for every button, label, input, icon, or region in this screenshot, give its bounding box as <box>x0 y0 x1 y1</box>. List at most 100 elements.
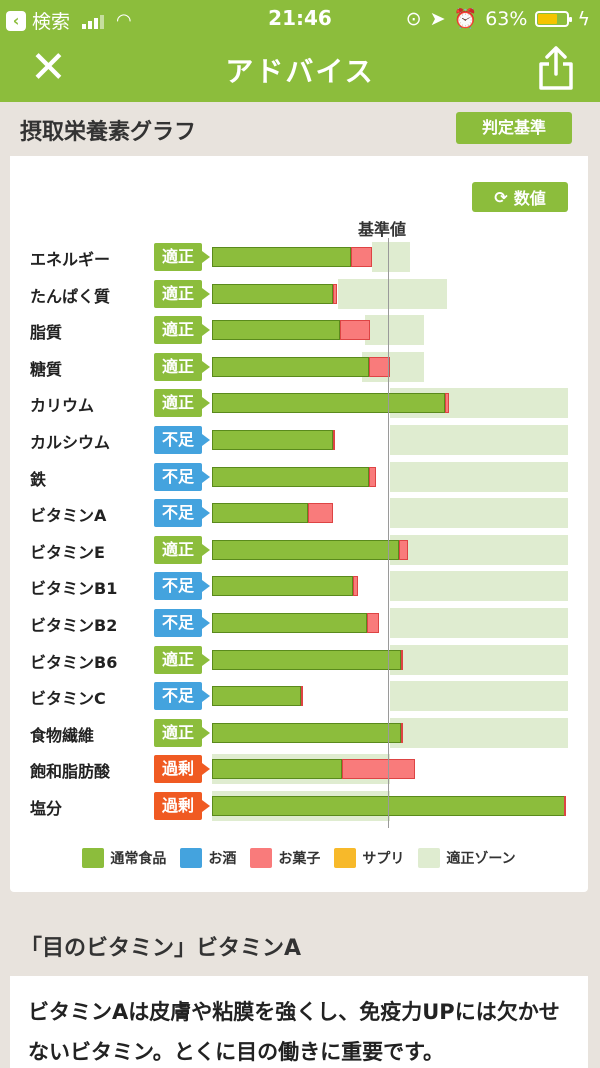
bar-food <box>212 430 334 450</box>
status-badge: 適正 <box>154 389 210 418</box>
status-badge: 過剰 <box>154 792 210 820</box>
chart-row: ビタミンB1 不足 <box>10 569 588 603</box>
legend-item: 通常食品 <box>82 848 166 868</box>
adequate-zone <box>390 425 568 455</box>
alarm-icon: ⏰ <box>453 8 478 30</box>
chart-row: 糖質 適正 <box>10 350 588 384</box>
chart-row: ビタミンE 適正 <box>10 533 588 567</box>
status-badge: 適正 <box>154 718 210 747</box>
legend-item: お酒 <box>180 848 236 868</box>
status-badge: 不足 <box>154 682 210 711</box>
status-badge: 過剰 <box>154 755 210 784</box>
chart-row: カルシウム 不足 <box>10 423 588 457</box>
rotation-lock-icon: ⊙ <box>405 7 422 30</box>
bar-food <box>212 576 353 597</box>
article-body: ビタミンAは皮膚や粘膜を強くし、免疫力UPには欠かせないビタミン。とくに目の働き… <box>28 1000 560 1064</box>
chevron-left-icon: ‹ <box>6 10 26 31</box>
bar-food <box>212 393 446 414</box>
legend-label: 通常食品 <box>110 851 167 867</box>
close-icon[interactable]: ✕ <box>30 42 67 93</box>
status-badge: 適正 <box>154 535 210 564</box>
legend-swatch <box>180 848 203 868</box>
bar-snack <box>308 503 334 524</box>
nutrient-label: 鉄 <box>30 469 47 489</box>
bar-food <box>212 356 369 377</box>
bar-food <box>212 759 342 780</box>
nutrient-label: 脂質 <box>30 323 63 343</box>
status-badge: 適正 <box>154 316 210 345</box>
nutrient-label: カルシウム <box>30 433 111 452</box>
bar-snack <box>445 393 449 414</box>
adequate-zone <box>372 242 410 272</box>
legend-item: サプリ <box>334 848 404 868</box>
adequate-zone <box>390 571 568 602</box>
bar-food <box>212 247 351 267</box>
bar-snack <box>564 796 566 816</box>
reference-label: 基準値 <box>358 220 407 239</box>
bar-snack <box>400 722 403 743</box>
status-badge: 適正 <box>154 352 210 381</box>
chart-row: ビタミンB6 適正 <box>10 643 588 677</box>
refresh-icon: ⟳ <box>494 187 508 207</box>
bar-food <box>212 539 399 560</box>
bar-snack <box>301 686 303 707</box>
chart-legend: 通常食品 お酒 お菓子 サプリ 適正ゾーン <box>10 848 588 868</box>
adequate-zone <box>390 717 568 748</box>
status-badge: 不足 <box>154 426 210 454</box>
bar-snack <box>340 320 371 341</box>
adequate-zone <box>390 461 568 492</box>
clock: 21:46 <box>268 6 332 30</box>
legend-swatch <box>250 848 273 868</box>
bar-snack <box>398 539 408 560</box>
back-to-search[interactable]: ‹ 検索 ◠ <box>6 7 132 34</box>
battery-icon <box>535 10 573 27</box>
legend-label: 適正ゾーン <box>446 851 516 867</box>
legend-label: お菓子 <box>278 851 321 867</box>
reference-line <box>388 238 389 828</box>
bar-food <box>212 613 367 633</box>
bar-food <box>212 320 341 341</box>
bar-food <box>212 466 369 487</box>
status-badge: 不足 <box>154 572 210 601</box>
criteria-button[interactable]: 判定基準 <box>456 112 572 144</box>
share-icon[interactable] <box>536 44 576 92</box>
value-toggle-label: 数値 <box>513 189 546 208</box>
value-toggle-button[interactable]: ⟳ 数値 <box>472 182 568 212</box>
chart-row: たんぱく質 適正 <box>10 277 588 311</box>
charging-icon: ϟ <box>577 7 590 30</box>
adequate-zone <box>338 278 447 309</box>
chart-row: カリウム 適正 <box>10 386 588 420</box>
chart-row: ビタミンA 不足 <box>10 496 588 530</box>
card-header: 「目のビタミン」ビタミンA <box>10 910 588 976</box>
back-label: 検索 <box>32 11 71 33</box>
chart-row: 食物繊維 適正 <box>10 716 588 750</box>
bar-food <box>212 283 334 304</box>
status-badge: 適正 <box>154 279 210 308</box>
legend-item: お菓子 <box>250 848 320 868</box>
chart-row: 鉄 不足 <box>10 460 588 494</box>
nutrient-label: ビタミンE <box>30 542 105 562</box>
location-icon: ➤ <box>429 7 446 30</box>
chart-row: 飽和脂肪酸 過剰 <box>10 752 588 786</box>
bar-food <box>212 796 566 816</box>
bar-snack <box>333 430 336 450</box>
nutrient-label: 食物繊維 <box>30 725 95 745</box>
nutrient-label: カリウム <box>30 396 95 416</box>
bar-snack <box>350 247 373 267</box>
bar-food <box>212 722 401 743</box>
chart-row: ビタミンB2 不足 <box>10 606 588 640</box>
adequate-zone <box>365 315 424 346</box>
nutrient-bar-chart: 基準値 エネルギー 適正 たんぱく質 適正 脂質 適正 糖質 適正 カリウム 適正 カルシウム 不足鉄… <box>10 212 588 828</box>
chart-row: 塩分 過剰 <box>10 789 588 823</box>
adequate-zone <box>390 534 568 565</box>
nutrient-label: たんぱく質 <box>30 286 111 306</box>
bar-snack <box>368 466 376 487</box>
battery-percent: 63% <box>485 7 528 30</box>
wifi-icon: ◠ <box>116 10 132 31</box>
section-title: 摂取栄養素グラフ <box>20 120 197 145</box>
bar-snack <box>352 576 358 597</box>
adequate-zone <box>390 498 568 529</box>
status-badge: 不足 <box>154 462 210 491</box>
nutrient-label: 糖質 <box>30 359 63 379</box>
article-title: 「目のビタミン」ビタミンA <box>20 936 302 961</box>
